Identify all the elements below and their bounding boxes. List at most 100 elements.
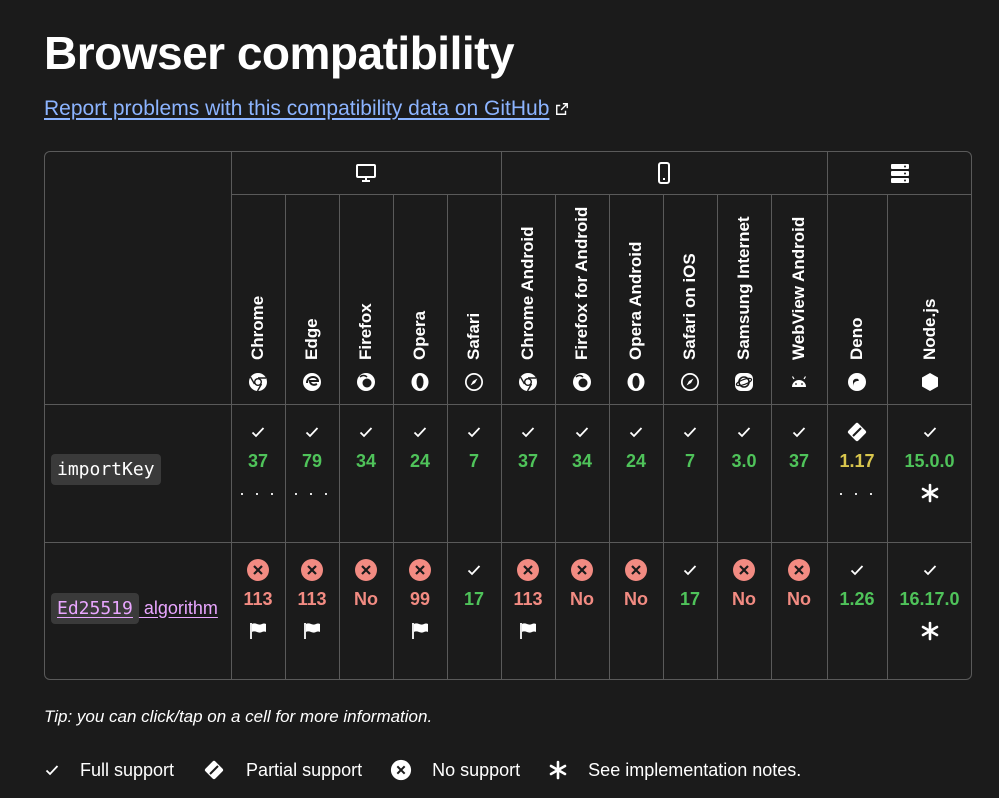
check-icon <box>358 420 374 444</box>
browser-name: Firefox for Android <box>572 206 591 360</box>
asterisk-icon <box>920 618 940 644</box>
support-cell[interactable]: 17 <box>663 558 717 644</box>
table-gridline <box>285 194 286 679</box>
asterisk-icon <box>548 760 578 780</box>
version-label: 113 <box>243 588 273 609</box>
support-cell[interactable]: 24 <box>393 420 447 506</box>
legend-label: No support <box>432 759 521 780</box>
chrome-icon <box>248 372 268 392</box>
no-support-icon <box>624 558 648 582</box>
platform-desktop <box>231 152 501 194</box>
android-icon <box>789 372 809 392</box>
table-gridline <box>663 194 664 679</box>
firefox-icon <box>572 372 592 392</box>
support-cell[interactable]: 7 <box>447 420 501 506</box>
no-support-icon <box>570 558 594 582</box>
support-cell[interactable]: 7 <box>663 420 717 506</box>
legend-label: See implementation notes. <box>588 759 802 780</box>
check-icon <box>736 420 752 444</box>
table-gridline <box>501 152 502 679</box>
browser-name: Node.js <box>919 298 939 360</box>
feature-link[interactable]: Ed25519 algorithm <box>51 592 218 624</box>
flag-icon <box>248 618 268 644</box>
table-gridline <box>393 194 394 679</box>
support-cell[interactable]: No <box>609 558 663 644</box>
support-cell[interactable]: 79 · · · <box>285 420 339 506</box>
support-cell[interactable]: 1.26 <box>827 558 887 644</box>
flag-icon <box>410 618 430 644</box>
support-cell[interactable]: No <box>717 558 771 644</box>
tip-text: Tip: you can click/tap on a cell for mor… <box>44 707 433 726</box>
browser-header: Samsung Internet <box>717 195 771 404</box>
check-icon <box>466 420 482 444</box>
report-link-label: Report problems with this compatibility … <box>44 97 550 120</box>
no-support-icon <box>300 558 324 582</box>
feature-suffix: algorithm <box>138 597 218 618</box>
browser-header: WebView Android <box>771 195 827 404</box>
support-cell[interactable]: 113 <box>285 558 339 644</box>
support-cell[interactable]: No <box>555 558 609 644</box>
flag-icon <box>518 618 538 644</box>
external-link-icon <box>556 103 569 115</box>
version-label: No <box>787 588 811 609</box>
support-cell[interactable]: 37 <box>501 420 555 506</box>
support-cell[interactable]: 34 <box>555 420 609 506</box>
feature-name[interactable]: Ed25519 algorithm <box>51 592 218 624</box>
version-label: 37 <box>517 450 539 471</box>
support-cell[interactable]: 17 <box>447 558 501 644</box>
feature-name: importKey <box>51 454 161 485</box>
support-cell[interactable]: No <box>771 558 827 644</box>
legend-label: Partial support <box>246 759 363 780</box>
table-gridline <box>717 194 718 679</box>
check-icon <box>628 420 644 444</box>
browser-header: Opera Android <box>609 195 663 404</box>
check-icon <box>304 420 320 444</box>
version-label: No <box>354 588 378 609</box>
table-gridline <box>231 194 971 195</box>
support-cell[interactable]: 37 <box>771 420 827 506</box>
version-label: No <box>624 588 648 609</box>
support-cell[interactable]: 15.0.0 <box>887 420 971 506</box>
partial-icon <box>845 420 869 444</box>
check-icon <box>682 558 698 582</box>
browser-header: Safari on iOS <box>663 195 717 404</box>
check-icon <box>791 420 807 444</box>
legend-item: Full support <box>44 760 174 781</box>
support-cell[interactable]: No <box>339 558 393 644</box>
chrome-icon <box>518 372 538 392</box>
browser-name: Opera <box>410 310 429 360</box>
support-cell[interactable]: 3.0 <box>717 420 771 506</box>
check-icon <box>574 420 590 444</box>
version-label: 37 <box>788 450 810 471</box>
platform-mobile <box>501 152 827 194</box>
support-cell[interactable]: 24 <box>609 420 663 506</box>
no-support-icon <box>390 759 422 781</box>
support-cell[interactable]: 113 <box>501 558 555 644</box>
browser-header: Node.js <box>887 195 971 404</box>
support-cell[interactable]: 37 · · · <box>231 420 285 506</box>
no-support-icon <box>354 558 378 582</box>
browser-name: Firefox <box>356 303 375 360</box>
samsung-internet-icon <box>734 372 754 392</box>
version-label: 113 <box>513 588 543 609</box>
compat-table: Chrome Edge Firefox Opera Safari Chrome Andro… <box>44 151 972 680</box>
support-cell[interactable]: 1.17 · · · <box>827 420 887 506</box>
support-cell[interactable]: 113 <box>231 558 285 644</box>
table-gridline <box>771 194 772 679</box>
browser-header: Safari <box>447 195 501 404</box>
browser-header: Edge <box>285 195 339 404</box>
browser-header: Deno <box>827 195 887 404</box>
legend-item: Partial support <box>202 758 362 782</box>
version-label: 113 <box>297 588 327 609</box>
report-problems-link[interactable]: Report problems with this compatibility … <box>44 97 569 121</box>
browser-header: Opera <box>393 195 447 404</box>
support-cell[interactable]: 16.17.0 <box>887 558 971 644</box>
safari-icon <box>680 372 700 392</box>
version-label: 7 <box>684 450 695 471</box>
browser-header: Chrome <box>231 195 285 404</box>
browser-name: Safari <box>464 312 483 360</box>
version-label: 16.17.0 <box>899 588 960 609</box>
support-cell[interactable]: 99 <box>393 558 447 644</box>
no-support-icon <box>516 558 540 582</box>
support-cell[interactable]: 34 <box>339 420 393 506</box>
